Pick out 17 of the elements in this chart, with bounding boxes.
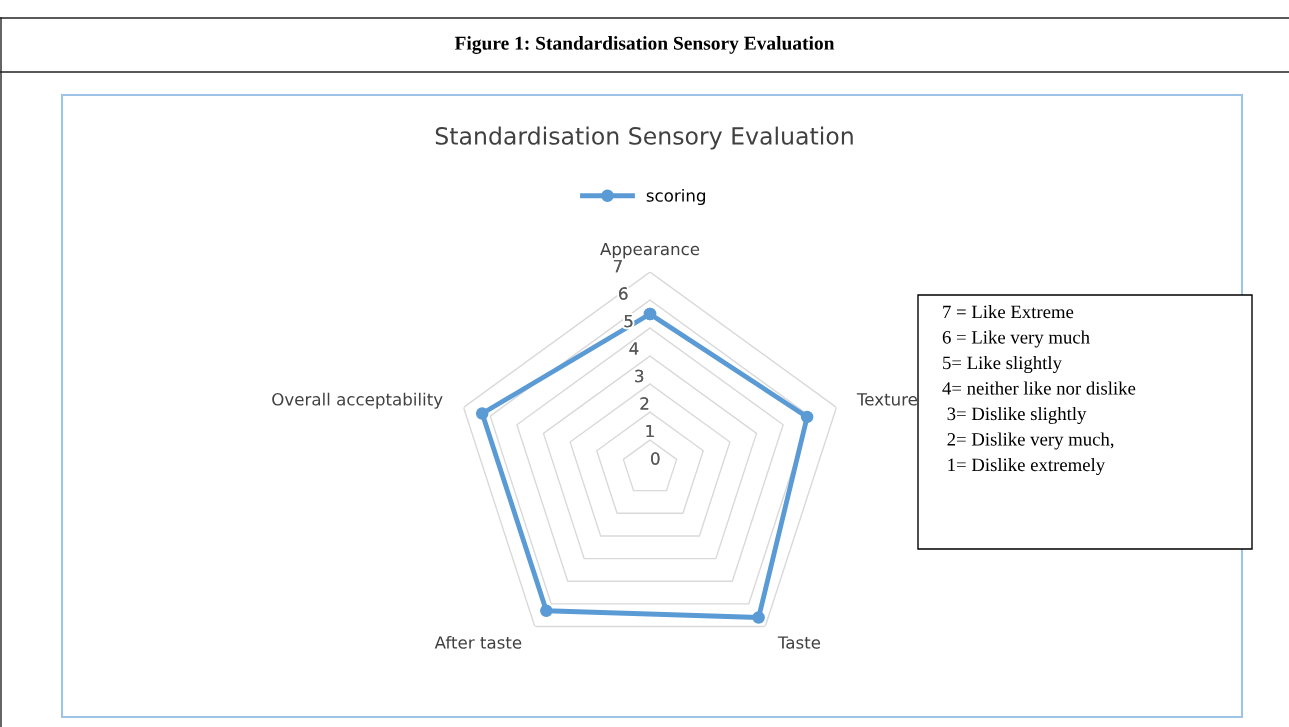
chart-title: Standardisation Sensory Evaluation xyxy=(435,126,853,150)
legend-label: scoring xyxy=(646,188,705,206)
spoke-label: After taste xyxy=(434,635,522,649)
spoke-label: Overall acceptability xyxy=(272,392,443,409)
text: 7 = Like Extreme 6 = Like very much 5= Like slightly 4= neither like nor dislike 3= Dislike slightly 2= Dislike very much, 1= Dislike extremely xyxy=(942,305,1136,476)
spoke-label: Texture xyxy=(856,393,917,406)
y-tick-label: 3 xyxy=(635,369,644,383)
y-tick-label: 6 xyxy=(619,287,628,300)
y-tick-label: 0 xyxy=(651,452,660,465)
spoke-label: Appearance xyxy=(600,242,700,259)
caption: Figure 1: Standardisation Sensory Evaluation xyxy=(454,36,835,54)
y-tick-label: 7 xyxy=(613,259,622,273)
y-tick-label: 5 xyxy=(624,314,633,328)
y-tick-label: 2 xyxy=(640,397,649,410)
y-tick-label: 4 xyxy=(629,342,639,355)
y-tick-label: 1 xyxy=(646,424,654,438)
spoke-label: Taste xyxy=(777,636,821,649)
